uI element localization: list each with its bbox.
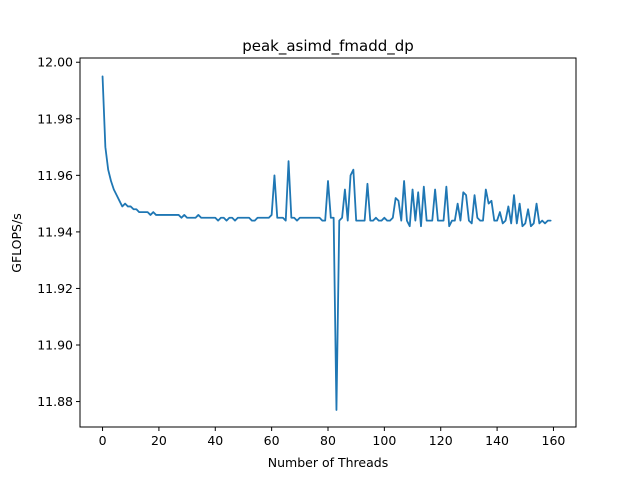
y-tick-label: 11.98 — [37, 111, 73, 126]
x-axis-label: Number of Threads — [268, 455, 388, 470]
x-tick-label: 0 — [99, 433, 107, 448]
x-tick-label: 160 — [542, 433, 566, 448]
y-tick-label: 11.94 — [37, 224, 73, 239]
y-tick-label: 11.88 — [37, 394, 73, 409]
series-line — [101, 75, 552, 411]
x-tick-label: 40 — [207, 433, 223, 448]
chart-title: peak_asimd_fmadd_dp — [242, 37, 414, 56]
x-axis-ticks: 0 20 40 60 80 100 120 140 160 — [99, 427, 566, 448]
x-tick-label: 100 — [372, 433, 396, 448]
y-axis-label: GFLOPS/s — [9, 213, 24, 272]
y-tick-label: 11.92 — [37, 281, 73, 296]
y-tick-label: 12.00 — [37, 55, 73, 70]
x-tick-label: 140 — [485, 433, 509, 448]
y-tick-label: 11.96 — [37, 168, 73, 183]
x-tick-label: 80 — [320, 433, 336, 448]
x-tick-label: 120 — [429, 433, 453, 448]
plot-area — [101, 75, 552, 411]
y-tick-label: 11.90 — [37, 338, 73, 353]
x-tick-label: 20 — [151, 433, 167, 448]
y-axis-ticks: 11.88 11.90 11.92 11.94 11.96 11.98 12.00 — [37, 55, 80, 409]
x-tick-label: 60 — [264, 433, 280, 448]
